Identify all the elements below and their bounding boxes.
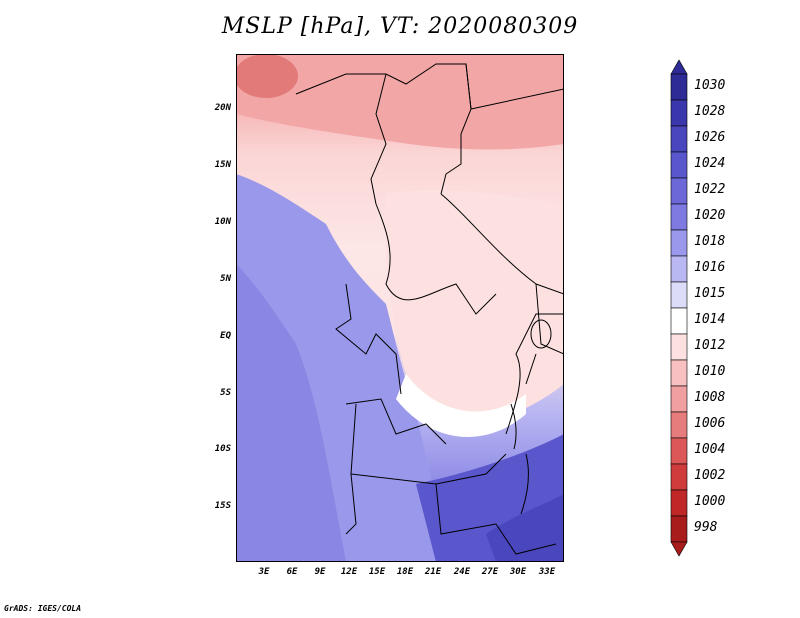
colorbar-cell: [670, 255, 688, 283]
colorbar-cell: [670, 229, 688, 257]
colorbar-level-label: 1020: [694, 208, 726, 223]
colorbar-cell: [670, 203, 688, 231]
white-band: [396, 374, 526, 437]
colorbar-cell: [670, 281, 688, 309]
high-pressure-southeast-core: [486, 494, 564, 562]
colorbar-level-label: 1024: [694, 156, 726, 171]
grads-credit: GrADS: IGES/COLA: [4, 604, 82, 613]
lakes: [510, 319, 552, 515]
colorbar-cell: [670, 515, 688, 543]
lat-label-20n: 20N: [214, 103, 231, 113]
pressure-map: [236, 54, 564, 562]
colorbar-level-label: 998: [694, 520, 718, 535]
colorbar-level-label: 1026: [694, 130, 726, 145]
colorbar-level-label: 1015: [694, 286, 726, 301]
lon-label-3e: 3E: [258, 567, 270, 577]
lat-label-10n: 10N: [214, 217, 231, 227]
colorbar-cell: [670, 307, 688, 335]
colorbar-cell: [670, 463, 688, 491]
colorbar-cell: [670, 333, 688, 361]
lat-label-15s: 15S: [214, 501, 231, 511]
lon-label-18e: 18E: [396, 567, 414, 577]
lat-label-10s: 10S: [214, 444, 231, 454]
lon-label-12e: 12E: [340, 567, 358, 577]
colorbar-level-label: 1004: [694, 442, 726, 457]
lat-label-eq: EQ: [220, 331, 231, 341]
colorbar-level-label: 1000: [694, 494, 726, 509]
lon-label-6e: 6E: [286, 567, 298, 577]
map-title: MSLP [hPa], VT: 2020080309: [221, 14, 579, 39]
lon-label-15e: 15E: [368, 567, 386, 577]
lon-label-33e: 33E: [538, 567, 556, 577]
colorbar-cell: [670, 177, 688, 205]
lon-label-30e: 30E: [509, 567, 527, 577]
colorbar-cell: [670, 385, 688, 413]
colorbar-cell: [670, 151, 688, 179]
lon-label-24e: 24E: [453, 567, 471, 577]
colorbar-top-arrow: [670, 59, 688, 75]
colorbar-level-label: 1016: [694, 260, 726, 275]
colorbar-level-label: 1018: [694, 234, 726, 249]
colorbar-level-label: 1002: [694, 468, 726, 483]
lat-label-5s: 5S: [220, 388, 231, 398]
colorbar-level-label: 1006: [694, 416, 726, 431]
colorbar-cell: [670, 411, 688, 439]
colorbar-level-label: 1014: [694, 312, 726, 327]
colorbar-level-label: 1028: [694, 104, 726, 119]
colorbar-cell: [670, 437, 688, 465]
colorbar-cell: [670, 359, 688, 387]
colorbar-cell: [670, 125, 688, 153]
colorbar-cell: [670, 73, 688, 101]
lon-label-27e: 27E: [481, 567, 499, 577]
map-frame: [236, 54, 564, 562]
lon-label-21e: 21E: [424, 567, 442, 577]
country-borders: [295, 63, 564, 555]
ocean-deep-region: [236, 264, 346, 562]
colorbar-level-label: 1008: [694, 390, 726, 405]
colorbar-cell: [670, 489, 688, 517]
colorbar-level-label: 1030: [694, 78, 726, 93]
low-pressure-north: [236, 54, 564, 150]
lat-label-15n: 15N: [214, 160, 231, 170]
colorbar-cell: [670, 99, 688, 127]
colorbar-level-label: 1010: [694, 364, 726, 379]
low-pressure-core: [236, 54, 298, 98]
colorbar-level-label: 1022: [694, 182, 726, 197]
lat-label-5n: 5N: [220, 274, 231, 284]
colorbar-level-label: 1012: [694, 338, 726, 353]
colorbar-bottom-arrow: [670, 541, 688, 557]
lon-label-9e: 9E: [314, 567, 326, 577]
